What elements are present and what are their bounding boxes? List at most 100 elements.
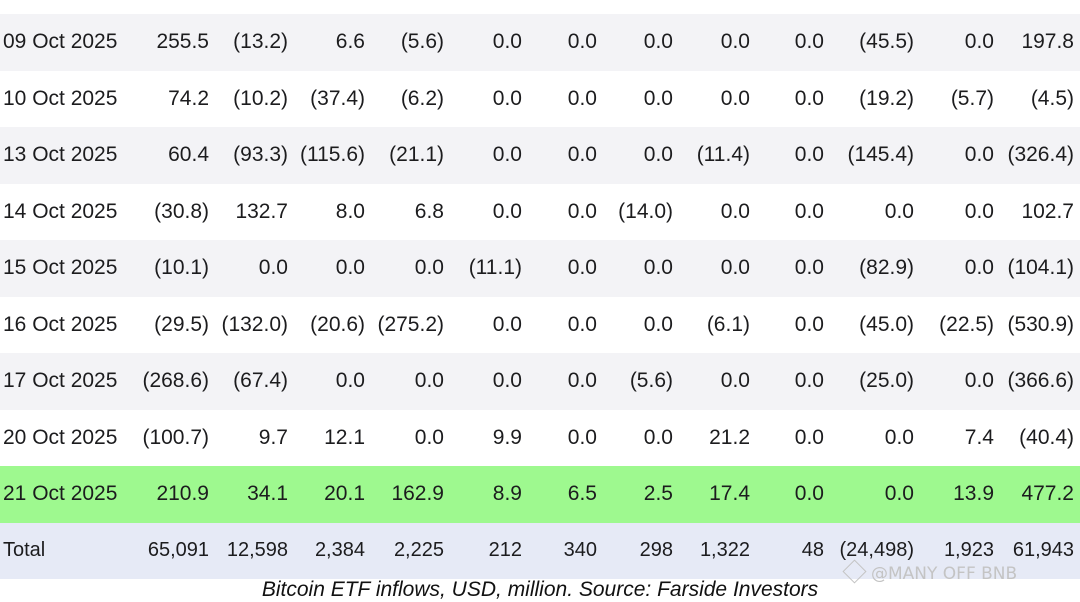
watermark: @MANY OFF BNB [842,559,1018,584]
flow-value-cell: 0.0 [522,409,597,466]
outflow-value-cell: (25.0) [824,353,914,410]
flow-value-cell: 197.8 [994,14,1080,71]
outflow-value-cell: (275.2) [365,296,444,353]
flow-value-cell: 0.0 [444,14,522,71]
flow-value-cell: 0.0 [522,296,597,353]
table-row: 17 Oct 2025 (268.6) (67.4) 0.0 0.0 0.0 0.0 (5.6… [0,353,1080,410]
table-row: 10 Oct 2025 74.2 (10.2) (37.4) (6.2) 0.0 0.0 0.… [0,70,1080,127]
outflow-value-cell: (13.2) [209,14,288,71]
row-date-cell: 14 Oct 2025 [0,183,134,240]
flow-value-cell: 0.0 [750,14,824,71]
flow-value-cell: 0.0 [365,353,444,410]
flow-value-cell: 6.6 [288,14,365,71]
row-date-cell: 17 Oct 2025 [0,353,134,410]
flow-value-cell: 0.0 [914,127,994,184]
watermark-text: @MANY OFF BNB [871,564,1018,584]
flow-value-cell: 298 [597,522,673,579]
flow-value-cell: 9.9 [444,409,522,466]
flow-value-cell: 12.1 [288,409,365,466]
outflow-value-cell: (5.7) [914,70,994,127]
outflow-value-cell: (14.0) [597,183,673,240]
outflow-value-cell: (82.9) [824,240,914,297]
outflow-value-cell: (19.2) [824,70,914,127]
flow-value-cell: 2,225 [365,522,444,579]
flow-value-cell: 20.1 [288,466,365,523]
flow-value-cell: 0.0 [673,14,750,71]
flow-value-cell: 7.4 [914,409,994,466]
flow-value-cell: 0.0 [750,353,824,410]
flow-value-cell: 340 [522,522,597,579]
flow-value-cell: 0.0 [597,70,673,127]
table-body: 09 Oct 2025 255.5 (13.2) 6.6 (5.6) 0.0 0.0 0.0 0… [0,14,1080,579]
outflow-value-cell: (30.8) [134,183,209,240]
flow-value-cell: 6.5 [522,466,597,523]
flow-value-cell: 2,384 [288,522,365,579]
total-row: Total 65,091 12,598 2,384 2,225 212 340 298 1,32… [0,522,1080,579]
table-row: 16 Oct 2025 (29.5) (132.0) (20.6) (275.2) 0.0… [0,296,1080,353]
flow-value-cell: 0.0 [597,409,673,466]
flow-value-cell: 0.0 [750,240,824,297]
outflow-value-cell: (4.5) [994,70,1080,127]
outflow-value-cell: (145.4) [824,127,914,184]
table-row: 20 Oct 2025 (100.7) 9.7 12.1 0.0 9.9 0.0 0.0 21.… [0,409,1080,466]
flow-value-cell: 65,091 [134,522,209,579]
flow-value-cell: 0.0 [673,70,750,127]
flow-value-cell: 48 [750,522,824,579]
outflow-value-cell: (5.6) [597,353,673,410]
flow-value-cell: 0.0 [673,240,750,297]
outflow-value-cell: (40.4) [994,409,1080,466]
row-date-cell: 13 Oct 2025 [0,127,134,184]
flow-value-cell: 21.2 [673,409,750,466]
flow-value-cell: 0.0 [522,14,597,71]
flow-value-cell: 102.7 [994,183,1080,240]
outflow-value-cell: (11.4) [673,127,750,184]
flow-value-cell: 8.9 [444,466,522,523]
flow-value-cell: 60.4 [134,127,209,184]
table-row: 09 Oct 2025 255.5 (13.2) 6.6 (5.6) 0.0 0.0 0.0 0… [0,14,1080,71]
table-caption: Bitcoin ETF inflows, USD, million. Sourc… [261,578,819,601]
flow-value-cell: 212 [444,522,522,579]
flow-value-cell: 0.0 [914,240,994,297]
flow-value-cell: 0.0 [522,127,597,184]
row-date-cell: 10 Oct 2025 [0,70,134,127]
flow-value-cell: 0.0 [365,240,444,297]
outflow-value-cell: (366.6) [994,353,1080,410]
flow-value-cell: 6.8 [365,183,444,240]
flow-value-cell: 1,923 [914,522,994,579]
table-row: 13 Oct 2025 60.4 (93.3) (115.6) (21.1) 0.0 0.0… [0,127,1080,184]
flow-value-cell: 0.0 [750,466,824,523]
flow-value-cell: 13.9 [914,466,994,523]
flow-value-cell: 0.0 [209,240,288,297]
outflow-value-cell: (67.4) [209,353,288,410]
flow-value-cell: 0.0 [365,409,444,466]
flow-value-cell: 34.1 [209,466,288,523]
flow-value-cell: 132.7 [209,183,288,240]
diamond-logo-icon [842,559,867,584]
flow-value-cell: 0.0 [522,240,597,297]
outflow-value-cell: (10.2) [209,70,288,127]
flow-value-cell: 0.0 [597,14,673,71]
flow-value-cell: 0.0 [444,183,522,240]
etf-flows-table: 09 Oct 2025 255.5 (13.2) 6.6 (5.6) 0.0 0.0 0.0 0… [0,14,1080,579]
flow-value-cell: 0.0 [597,296,673,353]
outflow-value-cell: (6.1) [673,296,750,353]
flow-value-cell: 0.0 [522,70,597,127]
flow-value-cell: 0.0 [914,14,994,71]
flow-value-cell: 61,943 [994,522,1080,579]
outflow-value-cell: (21.1) [365,127,444,184]
outflow-value-cell: (104.1) [994,240,1080,297]
flow-value-cell: 0.0 [824,466,914,523]
outflow-value-cell: (326.4) [994,127,1080,184]
flow-value-cell: 0.0 [597,240,673,297]
flow-value-cell: 0.0 [444,70,522,127]
outflow-value-cell: (115.6) [288,127,365,184]
flow-value-cell: 0.0 [288,353,365,410]
flow-value-cell: 210.9 [134,466,209,523]
outflow-value-cell: (132.0) [209,296,288,353]
flow-value-cell: 477.2 [994,466,1080,523]
flow-value-cell: 0.0 [824,183,914,240]
flow-value-cell: 0.0 [522,353,597,410]
highlighted-table-row: 21 Oct 2025 210.9 34.1 20.1 162.9 8.9 6.5 2.5 17… [0,466,1080,523]
flow-value-cell: 9.7 [209,409,288,466]
flow-value-cell: 8.0 [288,183,365,240]
